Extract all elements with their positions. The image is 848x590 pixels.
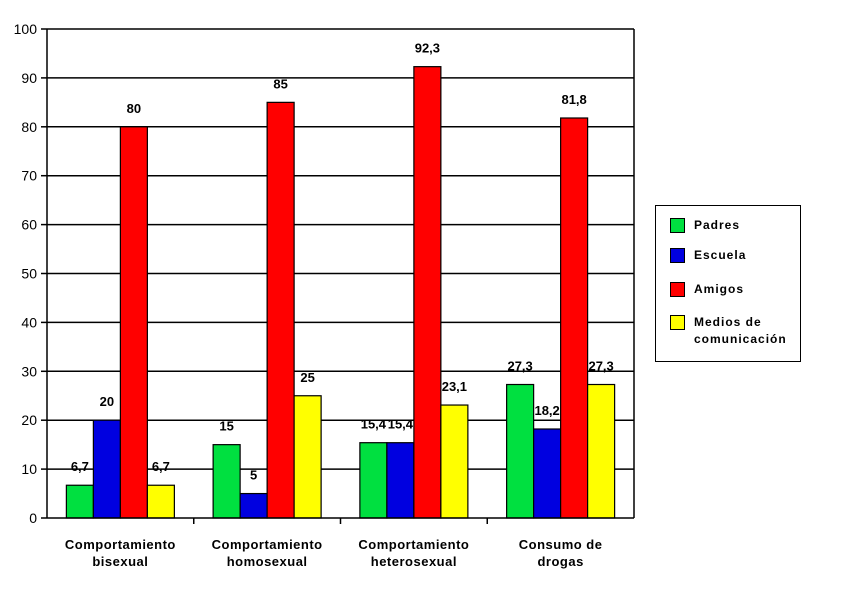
- y-tick-label: 40: [21, 314, 37, 330]
- legend: Padres Escuela Amigos Medios de comunica…: [655, 205, 801, 362]
- legend-swatch-amigos: [670, 282, 685, 297]
- data-label: 23,1: [442, 379, 467, 394]
- data-label: 6,7: [71, 459, 89, 474]
- legend-label-amigos: Amigos: [694, 282, 745, 296]
- bar-amigos: [560, 117, 589, 519]
- legend-item-amigos: Amigos: [670, 281, 744, 298]
- data-label: 85: [273, 76, 287, 91]
- y-tick-label: 90: [21, 70, 37, 86]
- data-label: 15: [219, 419, 233, 434]
- legend-label-padres: Padres: [694, 218, 741, 232]
- legend-label-escuela: Escuela: [694, 248, 747, 262]
- y-tick-label: 50: [21, 266, 37, 282]
- bar-amigos: [119, 126, 148, 519]
- legend-item-padres: Padres: [670, 217, 740, 234]
- y-tick-label: 100: [14, 21, 38, 37]
- bar-escuela: [533, 428, 562, 519]
- x-category-label: Comportamiento homosexual: [212, 537, 323, 569]
- data-label: 15,4: [361, 417, 387, 432]
- x-category-label: Consumo de drogas: [519, 537, 603, 569]
- bars: [65, 66, 616, 519]
- legend-label-medios: Medios de comunicación: [694, 315, 787, 346]
- data-label: 80: [127, 101, 141, 116]
- x-category-label: Comportamiento heterosexual: [358, 537, 469, 569]
- data-label: 6,7: [152, 459, 170, 474]
- bar-amigos: [413, 66, 442, 519]
- legend-swatch-padres: [670, 218, 685, 233]
- bar-escuela: [386, 442, 415, 519]
- y-tick-label: 10: [21, 461, 37, 477]
- data-label: 81,8: [561, 92, 586, 107]
- data-label: 20: [100, 394, 114, 409]
- bar-escuela: [239, 492, 268, 519]
- y-tick-label: 70: [21, 168, 37, 184]
- y-tick-label: 60: [21, 217, 37, 233]
- legend-swatch-medios: [670, 315, 685, 330]
- legend-swatch-escuela: [670, 248, 685, 263]
- data-label: 25: [300, 370, 314, 385]
- bar-padres: [359, 442, 388, 519]
- data-labels: 6,7 20 80 6,7 15 5 85 25 15,4 15,4 92,3 23,1 27,3 18,…: [71, 41, 614, 483]
- y-tick-label: 20: [21, 412, 37, 428]
- legend-item-medios: Medios de comunicación: [670, 314, 787, 348]
- y-tick-label: 0: [29, 510, 37, 526]
- legend-item-escuela: Escuela: [670, 247, 746, 264]
- data-label: 5: [250, 468, 257, 483]
- bar-padres: [212, 444, 241, 519]
- data-label: 15,4: [388, 417, 414, 432]
- bar-medios de: [293, 395, 322, 519]
- data-label: 27,3: [507, 359, 532, 374]
- data-label: 18,2: [534, 403, 559, 418]
- x-category-label: Comportamiento bisexual: [65, 537, 176, 569]
- y-tick-label: 80: [21, 119, 37, 135]
- bar-amigos: [266, 101, 295, 519]
- bar-medios de: [146, 484, 175, 519]
- bar-escuela: [92, 419, 121, 519]
- bar-medios de: [587, 383, 616, 519]
- bar-padres: [506, 383, 535, 519]
- y-tick-label: 30: [21, 363, 37, 379]
- data-label: 27,3: [588, 359, 613, 374]
- data-label: 92,3: [415, 41, 440, 56]
- bar-padres: [65, 484, 94, 519]
- axes: 0 10 20 30 40 50 60 70 80 90 100 Comportamiento bise…: [14, 21, 635, 569]
- bar-medios de: [440, 404, 469, 519]
